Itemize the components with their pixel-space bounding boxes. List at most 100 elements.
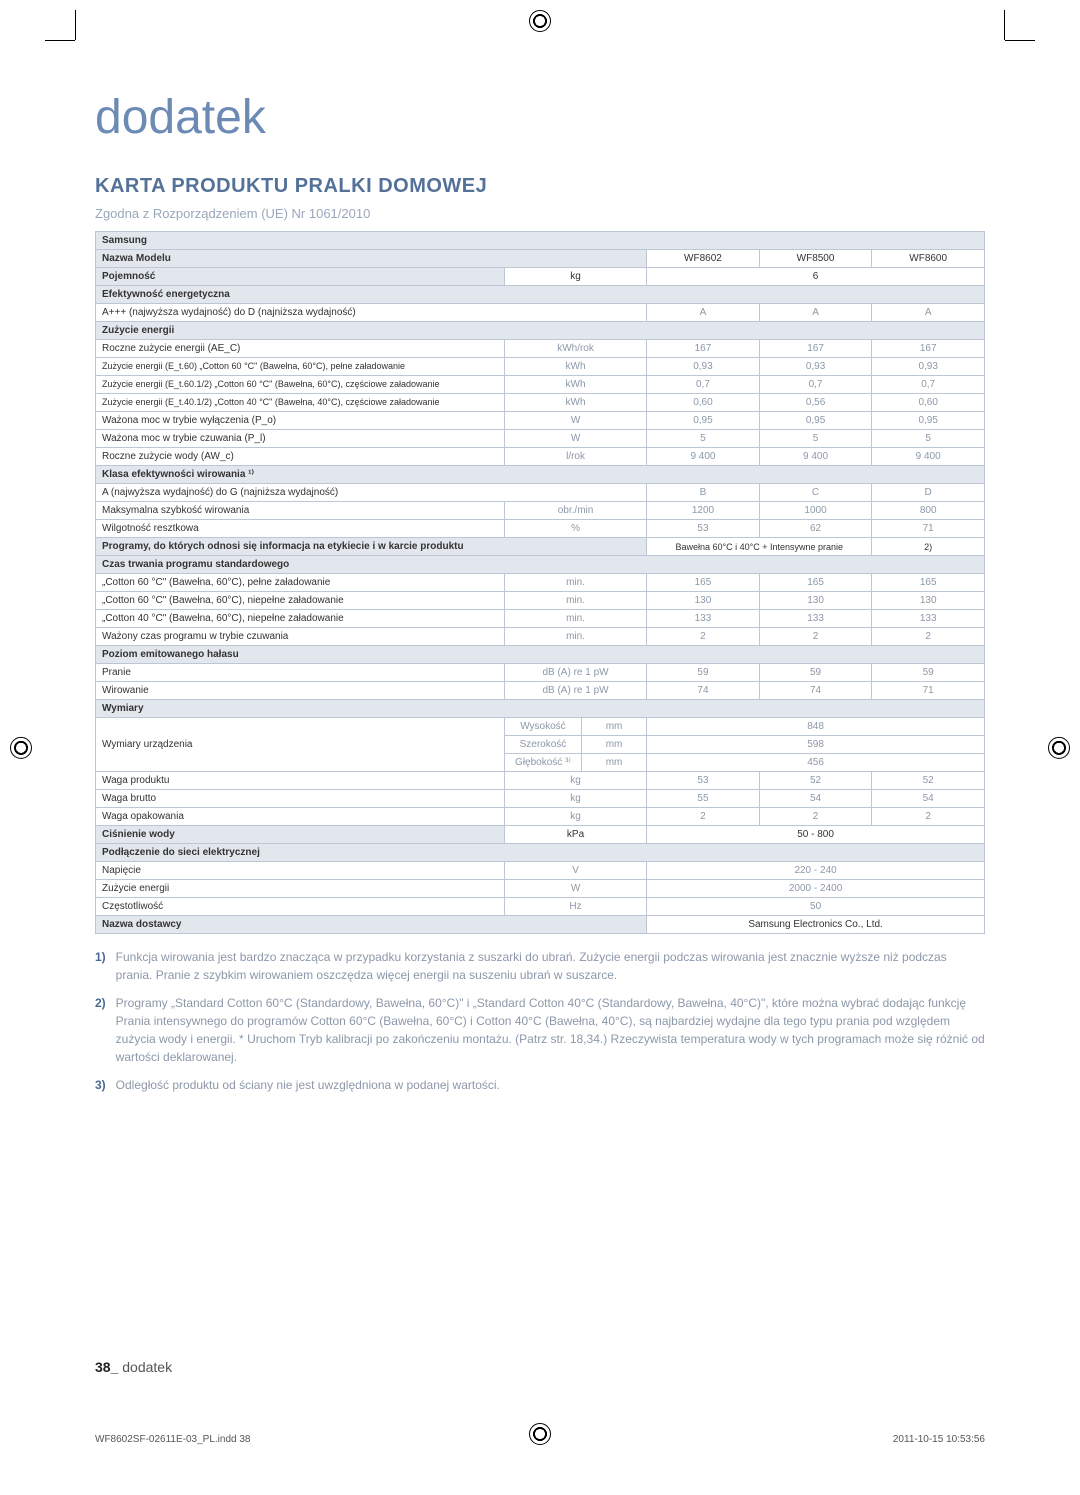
eff-v1: A <box>647 304 760 322</box>
model-1: WF8602 <box>647 250 760 268</box>
po-v1: 0,95 <box>647 412 760 430</box>
energy-use-header: Zużycie energii <box>96 322 985 340</box>
awc-unit: l/rok <box>504 448 646 466</box>
supplier-label: Nazwa dostawcy <box>96 916 647 934</box>
aec-v2: 167 <box>759 340 872 358</box>
press-unit: kPa <box>504 826 646 844</box>
po-label: Ważona moc w trybie wyłączenia (P_o) <box>96 412 505 430</box>
c60h-label: „Cotton 60 °C" (Bawełna, 60°C), niepełne… <box>96 592 505 610</box>
imprint-timestamp: 2011-10-15 10:53:56 <box>893 1434 985 1445</box>
eff-energy-header: Efektywność energetyczna <box>96 286 985 304</box>
capacity-unit: kg <box>504 268 646 286</box>
freq-val: 50 <box>647 898 985 916</box>
c60f-v1: 165 <box>647 574 760 592</box>
et60h-v2: 0,7 <box>759 376 872 394</box>
wp-label: Waga opakowania <box>96 808 505 826</box>
wn-unit: kg <box>504 772 646 790</box>
et40h-v3: 0,60 <box>872 394 985 412</box>
c40h-label: „Cotton 40 °C" (Bawełna, 60°C), niepełne… <box>96 610 505 628</box>
programs-label: Programy, do których odnosi się informac… <box>96 538 647 556</box>
wn-v1: 53 <box>647 772 760 790</box>
maxspin-label: Maksymalna szybkość wirowania <box>96 502 505 520</box>
et40h-v2: 0,56 <box>759 394 872 412</box>
resid-v3: 71 <box>872 520 985 538</box>
stby-v3: 2 <box>872 628 985 646</box>
et40h-v1: 0,60 <box>647 394 760 412</box>
et60-v2: 0,93 <box>759 358 872 376</box>
model-label: Nazwa Modelu <box>96 250 647 268</box>
wg-v2: 54 <box>759 790 872 808</box>
spinn-v2: 74 <box>759 682 872 700</box>
et60-v1: 0,93 <box>647 358 760 376</box>
awc-v3: 9 400 <box>872 448 985 466</box>
model-3: WF8600 <box>872 250 985 268</box>
wg-label: Waga brutto <box>96 790 505 808</box>
c60h-v2: 130 <box>759 592 872 610</box>
aec-unit: kWh/rok <box>504 340 646 358</box>
spin-class-header: Klasa efektywności wirowania ¹⁾ <box>96 466 985 484</box>
note-2-num: 2) <box>95 994 106 1066</box>
maxspin-v2: 1000 <box>759 502 872 520</box>
note-3-text: Odległość produktu od ściany nie jest uw… <box>116 1076 500 1094</box>
freq-label: Częstotliwość <box>96 898 505 916</box>
c60f-v2: 165 <box>759 574 872 592</box>
et60-v3: 0,93 <box>872 358 985 376</box>
c60f-label: „Cotton 60 °C" (Bawełna, 60°C), pełne za… <box>96 574 505 592</box>
et60h-v1: 0,7 <box>647 376 760 394</box>
programs-val: Bawełna 60°C i 40°C + Intensywne pranie <box>647 538 872 556</box>
capacity-val: 6 <box>647 268 985 286</box>
c60h-v3: 130 <box>872 592 985 610</box>
page-footer: 38_ dodatek <box>95 1359 172 1375</box>
wg-v1: 55 <box>647 790 760 808</box>
spinscale-v3: D <box>872 484 985 502</box>
po-v2: 0,95 <box>759 412 872 430</box>
eff-scale-label: A+++ (najwyższa wydajność) do D (najniżs… <box>96 304 647 322</box>
product-sheet-table: Samsung Nazwa Modelu WF8602 WF8500 WF860… <box>95 231 985 934</box>
width-label: Szerokość <box>504 736 581 754</box>
eff-v3: A <box>872 304 985 322</box>
po-unit: W <box>504 412 646 430</box>
pl-v3: 5 <box>872 430 985 448</box>
stby-unit: min. <box>504 628 646 646</box>
print-imprint: WF8602SF-02611E-03_PL.indd 38 2011-10-15… <box>95 1434 985 1445</box>
freq-unit: Hz <box>504 898 646 916</box>
wg-v3: 54 <box>872 790 985 808</box>
press-val: 50 - 800 <box>647 826 985 844</box>
et60h-label: Zużycie energii (E_t.60.1/2) „Cotton 60 … <box>96 376 505 394</box>
section-heading: KARTA PRODUKTU PRALKI DOMOWEJ <box>95 175 985 198</box>
resid-v2: 62 <box>759 520 872 538</box>
note-1-num: 1) <box>95 948 106 984</box>
pwr-label: Zużycie energii <box>96 880 505 898</box>
regulation-subtitle: Zgodna z Rozporządzeniem (UE) Nr 1061/20… <box>95 206 985 221</box>
spinn-v1: 74 <box>647 682 760 700</box>
et60h-unit: kWh <box>504 376 646 394</box>
maxspin-v1: 1200 <box>647 502 760 520</box>
resid-label: Wilgotność resztkowa <box>96 520 505 538</box>
aec-v1: 167 <box>647 340 760 358</box>
washn-v3: 59 <box>872 664 985 682</box>
c60f-v3: 165 <box>872 574 985 592</box>
eff-v2: A <box>759 304 872 322</box>
footer-page-num: 38_ <box>95 1359 118 1375</box>
et40h-unit: kWh <box>504 394 646 412</box>
aec-label: Roczne zużycie energii (AE_C) <box>96 340 505 358</box>
wn-v3: 52 <box>872 772 985 790</box>
depth-unit: mm <box>581 754 646 772</box>
wn-label: Waga produktu <box>96 772 505 790</box>
po-v3: 0,95 <box>872 412 985 430</box>
volt-label: Napięcie <box>96 862 505 880</box>
et40h-label: Zużycie energii (E_t.40.1/2) „Cotton 40 … <box>96 394 505 412</box>
footnotes: 1)Funkcja wirowania jest bardzo znacząca… <box>95 948 985 1094</box>
c40h-unit: min. <box>504 610 646 628</box>
wg-unit: kg <box>504 790 646 808</box>
maxspin-v3: 800 <box>872 502 985 520</box>
pl-label: Ważona moc w trybie czuwania (P_l) <box>96 430 505 448</box>
pwr-val: 2000 - 2400 <box>647 880 985 898</box>
registration-mark-left <box>10 736 32 758</box>
stby-label: Ważony czas programu w trybie czuwania <box>96 628 505 646</box>
pl-unit: W <box>504 430 646 448</box>
wn-v2: 52 <box>759 772 872 790</box>
height-unit: mm <box>581 718 646 736</box>
height-label: Wysokość <box>504 718 581 736</box>
spinscale-v2: C <box>759 484 872 502</box>
